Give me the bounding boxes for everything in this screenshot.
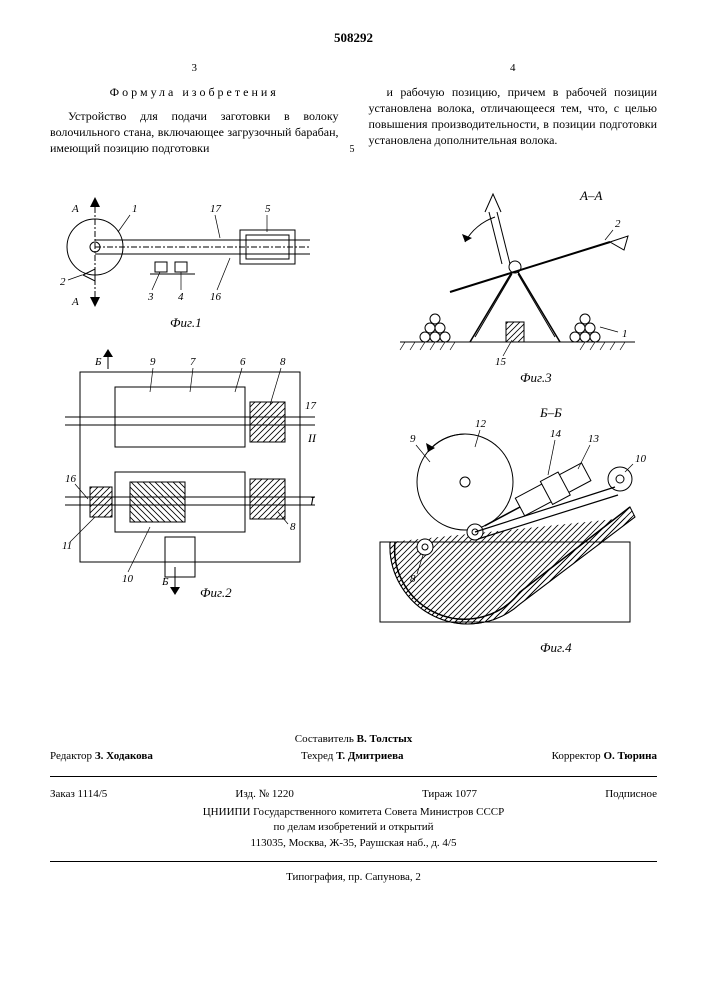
col-num-right: 4 bbox=[369, 61, 658, 76]
techred-name: Т. Дмитриева bbox=[336, 750, 403, 762]
fig1-c1: 1 bbox=[132, 203, 138, 215]
tirazh: Тираж 1077 bbox=[422, 787, 477, 802]
col-num-left: 3 bbox=[50, 61, 339, 76]
fig2-label: Фиг.2 bbox=[200, 585, 232, 600]
figure-1: A A 1 2 3 bbox=[60, 197, 310, 330]
divider-2 bbox=[50, 861, 657, 862]
figures-block: A A 1 2 3 bbox=[50, 182, 657, 732]
fig2-c9: 9 bbox=[150, 356, 156, 368]
figure-4: Б–Б bbox=[380, 405, 647, 655]
fig1-label-A-top: A bbox=[71, 203, 79, 215]
fig4-c10: 10 bbox=[635, 453, 647, 465]
credits-block: Составитель В. Толстых Редактор З. Ходак… bbox=[50, 732, 657, 886]
org-line-3: 113035, Москва, Ж-35, Раушская наб., д. … bbox=[50, 836, 657, 851]
right-column: 4 и рабочую позицию, причем в рабочей по… bbox=[369, 61, 658, 157]
fig2-c8a: 8 bbox=[280, 356, 286, 368]
fig2-c16: 16 bbox=[65, 473, 77, 485]
fig4-c14: 14 bbox=[550, 428, 562, 440]
compiler-label: Составитель bbox=[295, 733, 354, 745]
patent-page: 508292 3 Формула изобретения Устройство … bbox=[0, 0, 707, 905]
fig2-B-bot: Б bbox=[161, 576, 169, 588]
fig1-c4: 4 bbox=[178, 291, 184, 303]
fig2-c7: 7 bbox=[190, 356, 196, 368]
fig4-c13: 13 bbox=[588, 433, 600, 445]
fig3-c1: 1 bbox=[622, 328, 628, 340]
fig4-c9: 9 bbox=[410, 433, 416, 445]
order-num: Заказ 1114/5 bbox=[50, 787, 107, 802]
compiler-name: В. Толстых bbox=[357, 733, 413, 745]
subscription: Подписное bbox=[605, 787, 657, 802]
fig1-c2: 2 bbox=[60, 276, 66, 288]
fig3-c15: 15 bbox=[495, 356, 507, 368]
figures-svg: A A 1 2 3 bbox=[50, 182, 657, 732]
fig2-I: I bbox=[309, 494, 315, 508]
fig2-B-top: Б bbox=[94, 356, 102, 368]
fig2-c10: 10 bbox=[122, 573, 134, 585]
fig4-section: Б–Б bbox=[539, 405, 562, 420]
fig1-c5: 5 bbox=[265, 203, 271, 215]
fig1-c3: 3 bbox=[147, 291, 154, 303]
editor-name: З. Ходакова bbox=[95, 750, 153, 762]
figure-3: А–А bbox=[400, 188, 635, 385]
org-line-1: ЦНИИПИ Государственного комитета Совета … bbox=[50, 805, 657, 820]
fig4-c8: 8 bbox=[410, 573, 416, 585]
corrector-name: О. Тюрина bbox=[603, 750, 657, 762]
fig1-label-A-bot: A bbox=[71, 296, 79, 308]
fig1-label: Фиг.1 bbox=[170, 315, 202, 330]
text-columns: 3 Формула изобретения Устройство для под… bbox=[50, 61, 657, 157]
patent-number: 508292 bbox=[50, 30, 657, 46]
editor-label: Редактор bbox=[50, 750, 92, 762]
formula-title: Формула изобретения bbox=[50, 84, 339, 100]
corrector-label: Корректор bbox=[552, 750, 601, 762]
techred-label: Техред bbox=[301, 750, 333, 762]
printer-line: Типография, пр. Сапунова, 2 bbox=[50, 870, 657, 885]
line-number-5: 5 bbox=[350, 143, 355, 157]
left-column: 3 Формула изобретения Устройство для под… bbox=[50, 61, 339, 157]
org-line-2: по делам изобретений и открытий bbox=[50, 820, 657, 835]
fig2-II: II bbox=[307, 431, 317, 445]
fig3-section: А–А bbox=[579, 188, 602, 203]
divider-1 bbox=[50, 776, 657, 777]
right-body-text: и рабочую позицию, причем в рабочей пози… bbox=[369, 84, 658, 149]
fig1-c17: 17 bbox=[210, 203, 222, 215]
fig2-c17: 17 bbox=[305, 400, 317, 412]
figure-2: Б Б 6 7 8 8 bbox=[62, 349, 317, 600]
fig2-c8b: 8 bbox=[290, 521, 296, 533]
fig1-c16: 16 bbox=[210, 291, 222, 303]
fig3-c2: 2 bbox=[615, 218, 621, 230]
fig4-label: Фиг.4 bbox=[540, 640, 572, 655]
fig3-label: Фиг.3 bbox=[520, 370, 552, 385]
izd-num: Изд. № 1220 bbox=[235, 787, 293, 802]
fig2-c6: 6 bbox=[240, 356, 246, 368]
left-body-text: Устройство для подачи заготовки в волоку… bbox=[50, 108, 339, 157]
fig4-c12: 12 bbox=[475, 418, 487, 430]
